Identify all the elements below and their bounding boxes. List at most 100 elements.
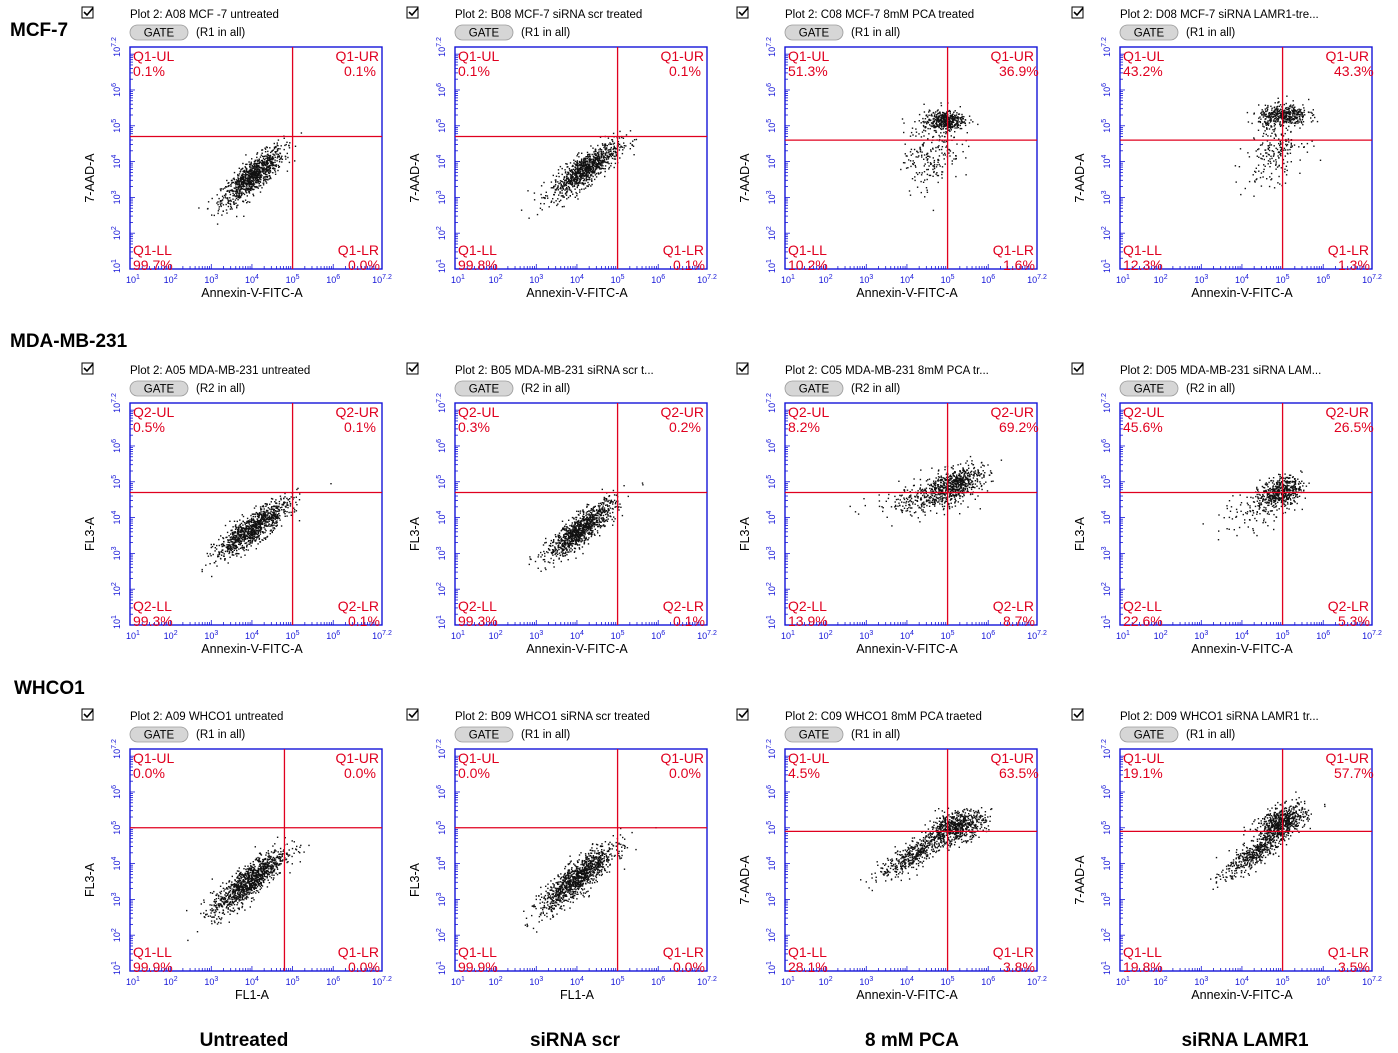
scatter-point [553, 185, 555, 188]
checkbox-icon[interactable] [81, 6, 94, 19]
scatter-point [248, 175, 251, 177]
scatter-point [271, 516, 273, 518]
scatter-point [552, 540, 555, 542]
scatter-point [615, 148, 617, 150]
scatter-point [261, 164, 263, 166]
scatter-point [571, 169, 573, 171]
scatter-point [569, 162, 572, 164]
scatter-point [1293, 122, 1295, 124]
scatter-point [244, 538, 246, 540]
scatter-point [585, 180, 587, 182]
scatter-point [229, 556, 231, 558]
checkbox-icon[interactable] [406, 362, 419, 375]
quadrant-ll-name: Q1-LL [133, 242, 172, 258]
checkbox-icon[interactable] [406, 6, 419, 19]
scatter-point [602, 161, 604, 163]
scatter-point [236, 546, 239, 548]
scatter-point [245, 549, 247, 551]
scatter-point [240, 522, 243, 525]
scatter-point [598, 149, 600, 151]
scatter-point [245, 163, 247, 166]
scatter-point [579, 512, 581, 514]
x-tick-label: 103 [1194, 274, 1208, 285]
scatter-point [223, 540, 225, 543]
scatter-point [553, 187, 555, 189]
scatter-point [575, 536, 577, 538]
scatter-point [600, 503, 603, 506]
scatter-point [248, 523, 251, 525]
scatter-point [1273, 120, 1275, 122]
scatter-point [932, 122, 934, 125]
scatter-point [577, 153, 579, 155]
scatter-point [1271, 114, 1273, 116]
checkbox-icon[interactable] [81, 362, 94, 375]
scatter-point [938, 116, 940, 118]
scatter-point [591, 172, 593, 174]
scatter-point [280, 156, 282, 159]
scatter-point [910, 165, 912, 168]
scatter-point [265, 155, 267, 157]
checkbox-icon[interactable] [736, 6, 749, 19]
scatter-point [944, 113, 946, 115]
scatter-point [601, 502, 603, 504]
scatter-point [1301, 112, 1303, 114]
scatter-point [1234, 165, 1237, 167]
scatter-point [597, 159, 600, 162]
scatter-point [265, 163, 267, 165]
scatter-point [255, 181, 257, 184]
scatter-point [1259, 116, 1261, 118]
y-tick-label: 107.2 [111, 37, 122, 57]
scatter-point [1263, 114, 1265, 116]
scatter-point [275, 525, 277, 527]
scatter-point [274, 501, 276, 503]
scatter-point [610, 499, 613, 501]
gate-button[interactable]: GATE [454, 380, 514, 397]
scatter-point [233, 533, 235, 535]
scatter-point [240, 531, 242, 534]
gate-button[interactable]: GATE [129, 24, 189, 41]
scatter-point [1271, 107, 1273, 109]
scatter-point [563, 184, 565, 186]
y-tick-label: 104 [1101, 155, 1112, 169]
scatter-point [294, 145, 297, 147]
checkbox-icon[interactable] [1071, 6, 1084, 19]
scatter-point [261, 162, 263, 165]
scatter-point [596, 165, 599, 168]
gate-button[interactable]: GATE [454, 24, 514, 41]
scatter-point [941, 173, 943, 176]
scatter-point [220, 189, 222, 192]
scatter-point [950, 115, 952, 118]
scatter-point [1299, 127, 1301, 129]
scatter-point [596, 156, 598, 158]
scatter-point [234, 528, 237, 530]
scatter-point [936, 124, 938, 126]
scatter-point [244, 183, 246, 185]
scatter-point [921, 131, 924, 133]
scatter-point [1262, 110, 1264, 113]
scatter-point [240, 179, 242, 181]
scatter-point [550, 539, 552, 542]
scatter-point [560, 188, 562, 190]
scatter-point [252, 171, 254, 173]
scatter-point [1293, 113, 1296, 115]
scatter-point [298, 499, 301, 501]
scatter-point [1273, 130, 1275, 133]
scatter-point [566, 163, 568, 165]
scatter-point [267, 179, 269, 181]
x-tick-label: 105 [286, 274, 300, 285]
scatter-point [604, 152, 606, 155]
y-tick-label: 101 [111, 615, 122, 629]
gate-button[interactable]: GATE [1119, 24, 1179, 41]
scatter-point [943, 120, 945, 123]
gate-button[interactable]: GATE [784, 24, 844, 41]
scatter-point [565, 179, 567, 181]
scatter-point [927, 121, 930, 123]
scatter-point [255, 548, 257, 550]
scatter-point [275, 165, 277, 168]
scatter-point [1276, 112, 1278, 115]
scatter-point [1251, 122, 1253, 125]
scatter-point [597, 153, 599, 155]
scatter-point [544, 552, 546, 555]
gate-button[interactable]: GATE [129, 380, 189, 397]
scatter-point [231, 189, 234, 192]
